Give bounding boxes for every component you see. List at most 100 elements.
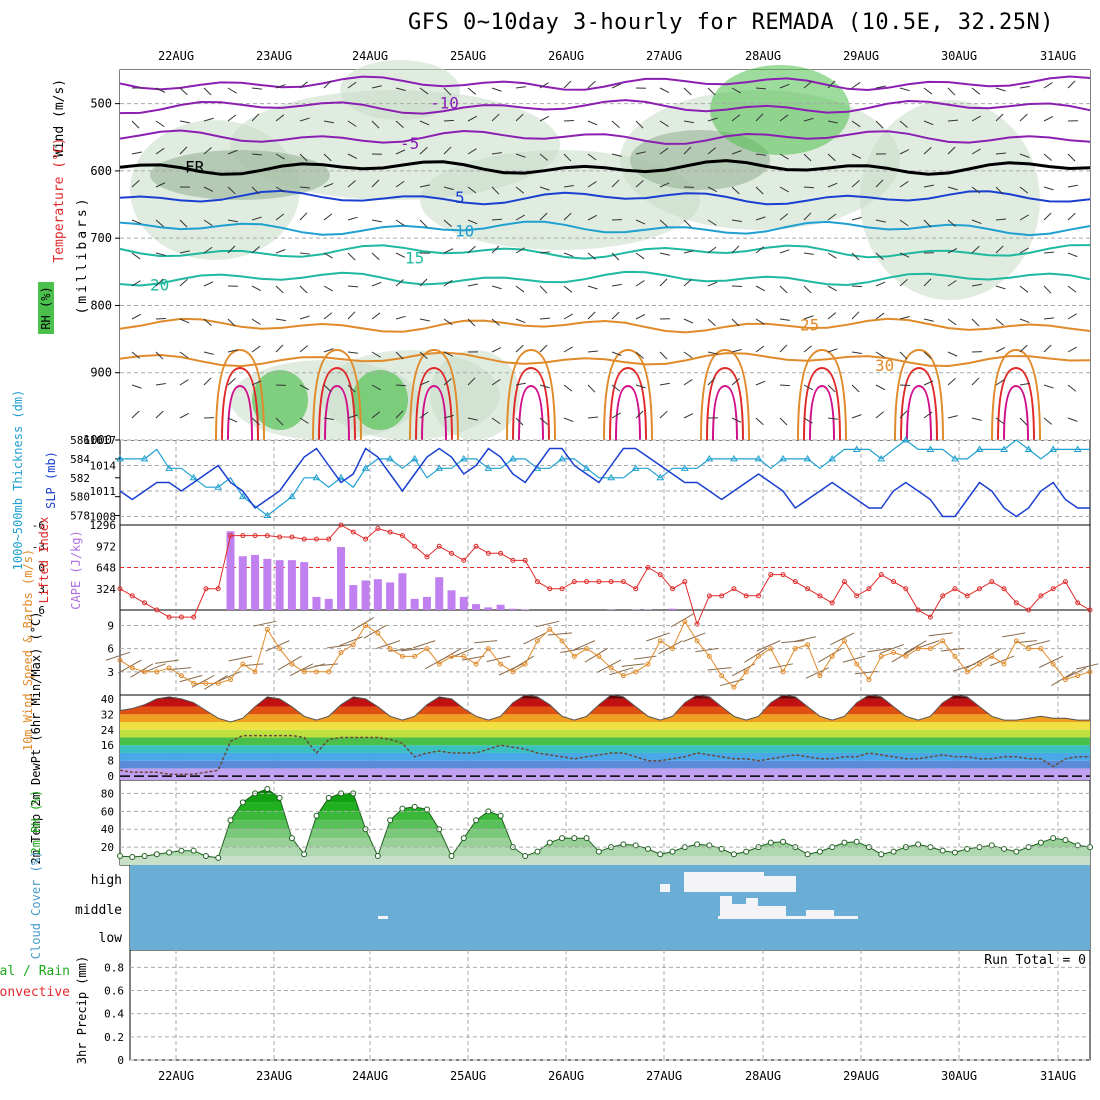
- wind-barb: [131, 252, 141, 260]
- wind-barb: [491, 186, 500, 195]
- rh-point: [473, 817, 480, 824]
- day-label-top: 29AUG: [843, 49, 879, 63]
- wind-barb: [443, 351, 454, 357]
- wind-barb: [611, 120, 620, 129]
- wind-barb: [179, 120, 190, 124]
- wind-speed-point: [264, 626, 270, 632]
- wind-speed-point: [657, 638, 663, 644]
- wind-barb: [491, 245, 500, 254]
- wind-barb: [251, 186, 260, 195]
- wind-barb: [659, 252, 670, 256]
- wind-barb: [659, 120, 669, 127]
- wind-barb: [971, 219, 982, 225]
- wind-barb-10m: [314, 663, 339, 667]
- wind-barb: [683, 379, 693, 386]
- day-label-top: 23AUG: [256, 49, 292, 63]
- lifted-index-point: [891, 579, 897, 585]
- precip-tick-label: 0.8: [104, 961, 124, 974]
- wind-speed-point: [792, 646, 798, 652]
- wind-barb: [491, 285, 502, 290]
- rh-point: [178, 847, 185, 854]
- wind-barb: [251, 345, 261, 353]
- wind-barb: [275, 417, 284, 426]
- wind-barb: [539, 384, 550, 389]
- rh-point: [571, 835, 578, 842]
- thickness-point: [361, 464, 370, 471]
- wind-barb: [875, 384, 886, 391]
- rh-band: [120, 847, 1090, 857]
- wind-barb: [1067, 384, 1077, 392]
- wind-barb: [539, 344, 548, 353]
- wind-barb: [779, 384, 791, 387]
- thickness-point: [901, 436, 910, 443]
- wind-barb: [251, 318, 261, 325]
- isotherm-line: [119, 75, 1091, 92]
- wind-speed-point: [878, 653, 884, 659]
- thickness-point: [1073, 445, 1082, 452]
- rh-point: [325, 794, 332, 801]
- wind-barb: [563, 153, 572, 162]
- rh-point: [190, 847, 197, 854]
- axis-label-cape: CAPE (J/kg): [69, 530, 83, 609]
- li-tick-label: 6: [38, 604, 45, 617]
- thickness-point: [680, 464, 689, 471]
- wind-barb: [779, 213, 789, 221]
- lifted-index-point: [338, 522, 344, 528]
- wind-speed-point: [510, 669, 516, 675]
- li-tick-label: -6: [32, 519, 45, 532]
- isotherm-line: [119, 317, 1091, 334]
- wind-barb: [1019, 417, 1028, 426]
- wind-barb-10m: [989, 655, 1015, 667]
- lifted-index-point: [805, 586, 811, 592]
- wind-barb: [323, 252, 333, 259]
- wind-barb-10m: [781, 640, 805, 644]
- wind-speed-point: [620, 673, 626, 679]
- wind-speed-point: [228, 677, 234, 683]
- rh-shading: [340, 60, 460, 120]
- wind-barb-10m: [830, 632, 855, 646]
- wind-barb: [995, 379, 1005, 386]
- wind-barb: [875, 219, 886, 223]
- cloud-patch: [660, 884, 670, 892]
- wind-speed-point: [449, 653, 455, 659]
- pressure-tick-label: 900: [90, 366, 112, 380]
- wind-barb: [803, 384, 813, 391]
- axis-label-slp: SLP (mb): [44, 451, 58, 509]
- wind-barb: [731, 87, 741, 94]
- wind-barb: [419, 411, 429, 419]
- wind-barb: [683, 219, 692, 228]
- wind-speed-point: [522, 661, 528, 667]
- cloud-patch: [720, 896, 732, 918]
- wind-barb-10m: [670, 613, 695, 628]
- thickness-tick-label: 582: [70, 472, 90, 485]
- wind-barb: [539, 417, 548, 425]
- wind-barb: [779, 344, 788, 353]
- rh-point: [730, 851, 737, 858]
- wind-barb: [227, 87, 237, 94]
- wind-barb: [755, 87, 767, 90]
- wind-speed-point: [841, 638, 847, 644]
- cape-bar: [447, 590, 456, 610]
- wind-speed-point: [719, 673, 725, 679]
- wind-barb: [587, 181, 597, 188]
- pressure-tick-label: 800: [90, 298, 112, 312]
- wind-barb: [347, 414, 358, 419]
- wind-speed-point: [498, 661, 504, 667]
- wind-barb: [371, 219, 382, 223]
- wind-speed-point: [424, 646, 430, 652]
- wind-speed-point: [399, 653, 405, 659]
- wind-barb: [1043, 344, 1052, 353]
- wind-barb: [995, 113, 1004, 122]
- wind-barb: [443, 318, 453, 326]
- wind-barb: [587, 416, 598, 419]
- wind-barb: [395, 120, 404, 128]
- wind-barb: [515, 382, 526, 386]
- lifted-index-point: [866, 586, 872, 592]
- thickness-point: [631, 464, 640, 471]
- lifted-index-point: [289, 534, 295, 540]
- wind-barb: [491, 87, 502, 92]
- wind-barb: [323, 417, 334, 421]
- wind-barb: [851, 216, 862, 221]
- thickness-tick-label: 586: [70, 434, 90, 447]
- wind-barb: [203, 147, 212, 155]
